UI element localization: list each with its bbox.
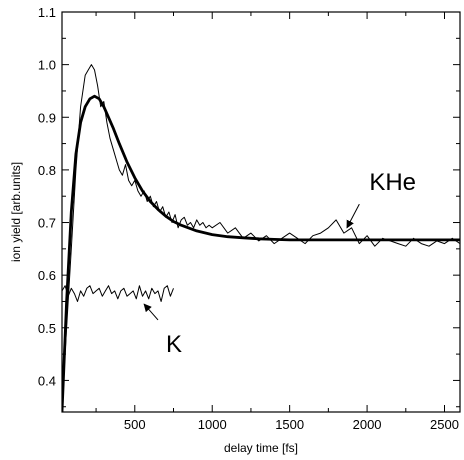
y-tick-label: 0.8 bbox=[38, 163, 56, 178]
y-tick-label: 0.4 bbox=[38, 373, 56, 388]
x-tick-label: 2500 bbox=[430, 417, 459, 432]
y-tick-label: 1.1 bbox=[38, 5, 56, 20]
x-axis-label: delay time [fs] bbox=[224, 441, 298, 455]
annotation-label: KHe bbox=[369, 169, 416, 196]
annotation-label: K bbox=[166, 331, 182, 358]
plot-frame bbox=[61, 11, 461, 413]
annotations: KHe K bbox=[143, 169, 416, 358]
x-tick-label: 1000 bbox=[198, 417, 227, 432]
plot-area bbox=[62, 64, 460, 412]
series-line-1 bbox=[62, 64, 460, 407]
x-tick-label: 1500 bbox=[275, 417, 304, 432]
annotation-arrow bbox=[143, 303, 159, 321]
annotation-arrow bbox=[346, 203, 360, 229]
y-tick-label: 0.7 bbox=[38, 216, 56, 231]
axis-ticks: 500 1000 1500 2000 2500 0.4 0.5 0.6 0.7 0.8 0.9 1.0… bbox=[38, 5, 460, 432]
y-tick-label: 0.5 bbox=[38, 321, 56, 336]
y-tick-label: 0.9 bbox=[38, 110, 56, 125]
x-tick-label: 2000 bbox=[353, 417, 382, 432]
series-line-3 bbox=[62, 285, 174, 302]
x-tick-label: 500 bbox=[124, 417, 146, 432]
y-tick-label: 1.0 bbox=[38, 58, 56, 73]
y-axis-label: ion yield [arb.units] bbox=[9, 162, 23, 262]
y-tick-label: 0.6 bbox=[38, 268, 56, 283]
series-line-2 bbox=[62, 94, 460, 412]
